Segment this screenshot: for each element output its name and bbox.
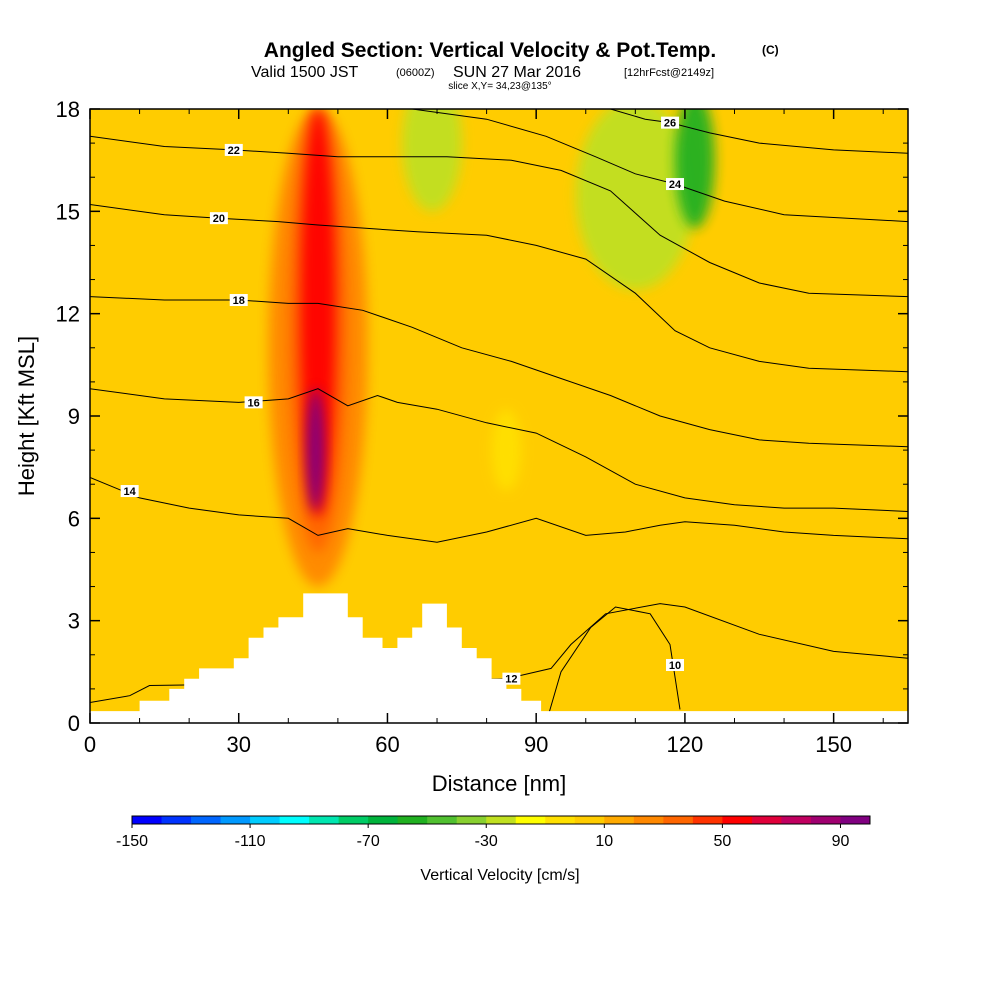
slice-label: slice X,Y= 34,23@135° [448, 81, 551, 92]
isentrope-label-bg-10 [665, 659, 684, 672]
isentrope-26 [610, 109, 908, 154]
isentrope-20 [90, 204, 908, 373]
vertical-velocity-field [268, 109, 715, 587]
isentrope-label-bg-26 [661, 116, 680, 129]
y-tick-label-12: 12 [56, 302, 80, 327]
x-tick-label-90: 90 [524, 732, 548, 757]
colorbar-frame [131, 815, 871, 825]
plot-area: 10 12 14 16 18 20 22 24 26 [90, 109, 908, 723]
colorbar-bin-14 [545, 816, 576, 824]
colorbar-bin-22 [781, 816, 812, 824]
colorbar-bin-20 [722, 816, 753, 824]
vv-cell-6 [575, 109, 695, 290]
terrain-mask [90, 593, 908, 723]
colorbar-tick-label-2: -70 [357, 833, 380, 850]
isentrope-label-bg-12 [502, 672, 521, 685]
isentrope-22 [90, 135, 908, 298]
isentrope-12 [90, 603, 908, 703]
vv-cell-3 [306, 388, 325, 512]
valid-date: SUN 27 Mar 2016 [453, 64, 581, 81]
isentrope-lines [90, 109, 908, 723]
y-tick-label-18: 18 [56, 97, 80, 122]
colorbar-tick-label-1: -110 [235, 833, 266, 850]
y-tick-label-15: 15 [56, 199, 80, 224]
colorbar-bin-4 [250, 816, 281, 824]
colorbar-label: Vertical Velocity [cm/s] [420, 867, 579, 884]
colorbar-bin-19 [692, 816, 723, 824]
colorbar-bin-21 [751, 816, 782, 824]
isentrope-label-14: 14 [124, 486, 137, 498]
isentrope-label-bg-18 [229, 294, 248, 307]
isentrope-18 [90, 296, 908, 448]
colorbar-tick-label-4: 10 [595, 833, 613, 850]
vv-cell-7 [674, 109, 715, 229]
colorbar-bin-8 [368, 816, 399, 824]
y-tick-label-3: 3 [68, 609, 80, 634]
colorbar-bin-9 [397, 816, 428, 824]
x-tick-label-60: 60 [375, 732, 399, 757]
x-tick-label-30: 30 [226, 732, 250, 757]
colorbar-tick-label-5: 50 [714, 833, 732, 850]
isentrope-label-26: 26 [664, 118, 676, 130]
chart-title-mark: (C) [762, 43, 779, 57]
isentrope-label-18: 18 [233, 295, 245, 307]
colorbar-bin-2 [191, 816, 222, 824]
x-tick-label-150: 150 [815, 732, 852, 757]
isentrope-label-bg-22 [224, 143, 243, 156]
colorbar-tick-label-6: 90 [832, 833, 850, 850]
isentrope-labels: 10 12 14 16 18 20 22 24 26 [120, 116, 684, 686]
colorbar-bin-11 [456, 816, 487, 824]
y-tick-label-0: 0 [68, 711, 80, 736]
isentrope-10 [545, 606, 681, 723]
isentrope-label-bg-24 [665, 178, 684, 191]
colorbar-bin-7 [338, 816, 369, 824]
colorbar-tick-label-0: -150 [116, 833, 148, 850]
isentrope-label-12: 12 [505, 674, 517, 686]
isentrope-label-bg-16 [244, 396, 263, 409]
isentrope-label-16: 16 [247, 397, 259, 409]
colorbar-bin-12 [486, 816, 517, 824]
isentrope-label-bg-14 [120, 485, 139, 498]
x-axis-label: Distance [nm] [432, 771, 567, 796]
vv-cell-5 [491, 409, 522, 492]
y-tick-label-6: 6 [68, 506, 80, 531]
x-tick-label-120: 120 [667, 732, 704, 757]
forecast-label: [12hrFcst@2149z] [624, 67, 714, 79]
colorbar-bin-15 [574, 816, 605, 824]
colorbar-bin-5 [279, 816, 310, 824]
colorbar-bin-1 [161, 816, 192, 824]
isentrope-label-10: 10 [669, 660, 681, 672]
colorbar-bin-18 [663, 816, 694, 824]
isentrope-label-bg-20 [209, 212, 228, 225]
x-tick-label-0: 0 [84, 732, 96, 757]
colorbar-tick-label-3: -30 [475, 833, 498, 850]
isentrope-label-22: 22 [228, 145, 240, 157]
colorbar-bin-16 [604, 816, 635, 824]
valid-utc: (0600Z) [396, 67, 435, 79]
colorbar-bin-10 [427, 816, 458, 824]
colorbar-bin-13 [515, 816, 546, 824]
axes: 0 30 60 90 120 150 0 3 6 9 12 15 18 [56, 97, 908, 757]
valid-prefix: Valid 1500 JST [251, 64, 359, 81]
isentrope-14 [90, 476, 908, 543]
colorbar-bin-17 [633, 816, 664, 824]
y-tick-label-9: 9 [68, 404, 80, 429]
y-axis-label: Height [Kft MSL] [14, 336, 39, 496]
colorbar: -150 -110 -70 -30 10 50 90 [116, 815, 871, 850]
vv-cell-4 [402, 109, 462, 212]
isentrope-16 [90, 388, 908, 512]
isentrope-24 [412, 109, 908, 223]
isentrope-label-20: 20 [213, 213, 225, 225]
colorbar-bin-6 [309, 816, 340, 824]
isentrope-label-24: 24 [669, 179, 682, 191]
chart-title: Angled Section: Vertical Velocity & Pot.… [264, 39, 716, 62]
colorbar-bin-3 [220, 816, 251, 824]
colorbar-bin-24 [840, 816, 871, 824]
colorbar-bin-23 [810, 816, 841, 824]
colorbar-bin-0 [132, 816, 163, 824]
